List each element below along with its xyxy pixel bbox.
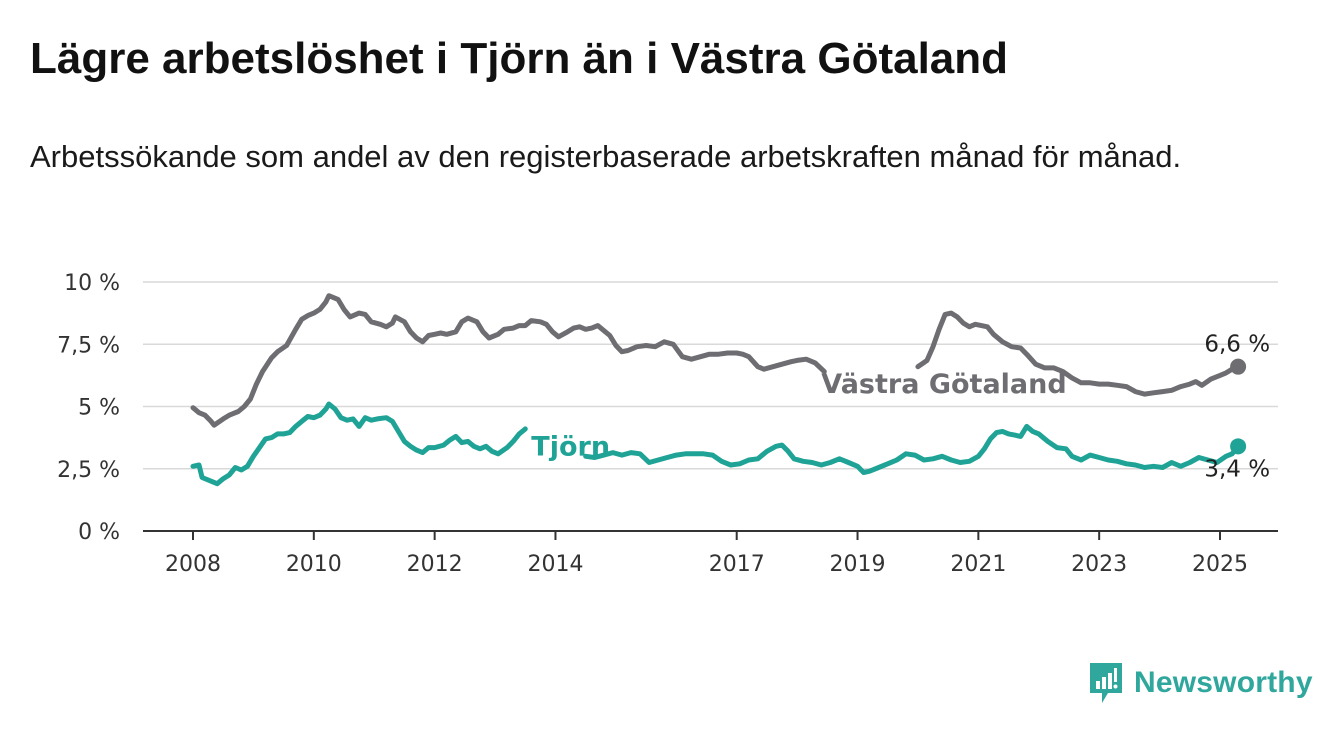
y-tick-label: 0 %: [78, 520, 120, 545]
brand-name: Newsworthy: [1134, 666, 1313, 699]
end-value-label-västra-götaland: 6,6 %: [1204, 332, 1270, 358]
x-tick-label: 2017: [709, 552, 765, 577]
x-tick-label: 2008: [165, 552, 221, 577]
y-tick-label: 5 %: [78, 396, 120, 421]
end-point-västra-götaland: [1230, 358, 1247, 375]
x-tick-label: 2021: [950, 552, 1006, 577]
chart-title: Lägre arbetslöshet i Tjörn än i Västra G…: [30, 34, 1009, 83]
x-tick-label: 2010: [286, 552, 342, 577]
x-tick-label: 2019: [830, 552, 886, 577]
newsworthy-brand[interactable]: Newsworthy: [1088, 658, 1313, 708]
x-tick-label: 2014: [527, 552, 583, 577]
x-tick-label: 2025: [1192, 552, 1248, 577]
series-labels: 6,6 % 3,4 % Västra Götaland Tjörn: [531, 332, 1270, 483]
chart-subtitle: Arbetssökande som andel av den registerb…: [30, 139, 1182, 174]
series-line-tjörn: [190, 401, 528, 487]
axes: 0 % 2,5 % 5 % 7,5 % 10 % 2008 2010 2012 2014 2017…: [57, 271, 1278, 577]
end-point-tjörn: [1230, 438, 1247, 455]
y-tick-label: 7,5 %: [57, 333, 120, 358]
newsworthy-logo-icon: [1090, 663, 1122, 703]
end-value-label-tjörn: 3,4 %: [1204, 456, 1270, 482]
line-chart: 6,6 % 3,4 % Västra Götaland Tjörn 0 % 2,5 % 5…: [57, 271, 1278, 577]
gridlines: [143, 281, 1278, 470]
series-line-västra-götaland: [915, 310, 1241, 397]
series-line-västra-götaland: [190, 293, 827, 428]
y-tick-label: 10 %: [64, 271, 120, 296]
y-tick-label: 2,5 %: [57, 458, 120, 483]
x-tick-label: 2012: [407, 552, 463, 577]
series-line-tjörn: [583, 423, 1241, 475]
x-tick-label: 2023: [1071, 552, 1127, 577]
series-label-tjorn: Tjörn: [531, 431, 610, 462]
series-label-vastra-gotaland: Västra Götaland: [821, 369, 1066, 400]
series-lines: [190, 293, 1247, 487]
